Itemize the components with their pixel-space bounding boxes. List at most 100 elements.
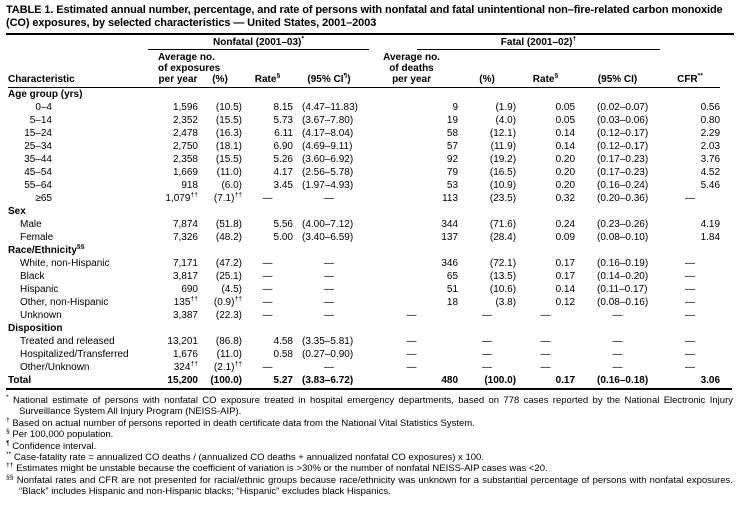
cell: 5.56: [273, 219, 293, 230]
cell: (10.5): [215, 102, 242, 113]
cell: 137: [441, 232, 459, 243]
fatal-group-label: Fatal (2001–02)†: [417, 36, 661, 50]
cell: —: [262, 362, 273, 373]
cell: —: [685, 284, 696, 295]
cell: 0.20: [555, 180, 576, 191]
footnote-marker: ††: [6, 462, 14, 470]
fatal-group-header: Fatal (2001–02)†: [365, 35, 661, 50]
cell: 6.90: [273, 141, 293, 152]
cell: —: [540, 310, 551, 321]
cell: (48.2): [215, 232, 242, 243]
cell: 4.58: [273, 336, 293, 347]
cell: (0.17–0.23): [597, 167, 649, 178]
cell: (0.9)††: [213, 295, 242, 308]
row-label: 0–4: [35, 102, 52, 113]
col-header-fatal-avg: Average no. of deaths per year: [365, 50, 459, 88]
footnote-marker: §: [6, 428, 10, 436]
footnote-marker: †: [6, 416, 10, 424]
cell: —: [685, 362, 696, 373]
table-row: 25–34 2,750 (18.1) 6.90 (4.69–9.11) 57 (11.9) 0…: [8, 140, 720, 153]
cell: 0.80: [700, 115, 721, 126]
cell: 113: [442, 193, 459, 204]
row-label: Male: [20, 219, 42, 230]
cell: (72.1): [489, 258, 517, 269]
cell: (0.20–0.36): [597, 193, 649, 204]
section-row: Race/Ethnicity§§: [8, 244, 720, 257]
cell: 5.00: [273, 232, 293, 243]
row-label: Black: [20, 271, 45, 282]
cell: —: [324, 310, 335, 321]
cell: 65: [446, 271, 459, 282]
cell: 0.20: [555, 154, 576, 165]
row-label: 35–44: [24, 154, 52, 165]
cell: (0.14–0.20): [597, 271, 649, 282]
cell: —: [540, 362, 551, 373]
cell: 4.52: [700, 167, 721, 178]
cell: —: [262, 297, 273, 308]
table-figure: TABLE 1. Estimated annual number, percen…: [6, 4, 734, 498]
cell: 7,326: [172, 232, 198, 243]
cell: —: [685, 336, 696, 347]
footnote: † Based on actual number of persons repo…: [6, 416, 475, 429]
cell: (10.9): [489, 180, 517, 191]
table-header: Nonfatal (2001–03)* Fatal (2001–02)† Cha…: [8, 35, 721, 88]
footnote: †† Estimates might be unstable because t…: [6, 462, 548, 475]
table-body: Age group (yrs) 0–4 1,596 (10.5) 8.15 (4.47–1…: [8, 88, 720, 388]
cell: —: [685, 297, 696, 308]
cell: —: [262, 284, 273, 295]
footnote-marker: **: [6, 450, 12, 458]
cell: 51: [446, 284, 459, 295]
cell: (4.17–8.04): [302, 128, 354, 139]
table-row: 45–54 1,669 (11.0) 4.17 (2.56–5.78) 79 (16.5) 0…: [8, 166, 720, 179]
cell: 1.84: [700, 232, 721, 243]
table-row: 15–24 2,478 (16.3) 6.11 (4.17–8.04) 58 (12.1) 0…: [8, 127, 720, 140]
cell: (86.8): [215, 336, 242, 347]
cell: —: [685, 310, 696, 321]
cell: (0.23–0.26): [597, 219, 649, 230]
cell: 7,874: [172, 219, 198, 230]
cell: (0.16–0.19): [597, 258, 649, 269]
footnotes: * National estimate of persons with nonf…: [6, 394, 733, 498]
row-label: 5–14: [29, 115, 52, 126]
table-row: Male 7,874 (51.8) 5.56 (4.00–7.12) 344 (71.6) 0…: [8, 218, 720, 231]
cell: 92: [446, 154, 459, 165]
cell: (16.5): [489, 167, 517, 178]
cell: —: [324, 271, 335, 282]
cell: 3.06: [700, 375, 721, 386]
cell: (25.1): [215, 271, 242, 282]
cell: (47.2): [215, 258, 242, 269]
table-row: Unknown 3,387 (22.3) — — — — — — —: [8, 309, 720, 322]
cell: —: [540, 336, 551, 347]
cell: (15.5): [215, 154, 242, 165]
row-label: 45–54: [24, 167, 52, 178]
cell: 7,171: [172, 258, 198, 269]
cell: (4.69–9.11): [302, 141, 353, 152]
cell: 19: [446, 115, 459, 126]
table-row: 55–64 918 (6.0) 3.45 (1.97–4.93) 53 (10.9) 0.20…: [8, 179, 720, 192]
cell: —: [406, 310, 417, 321]
cell: 3.45: [273, 180, 293, 191]
cell: (0.17–0.23): [597, 154, 649, 165]
footnote: §§ Nonfatal rates and CFR are not presen…: [6, 473, 733, 498]
cell: (16.3): [215, 128, 242, 139]
cell: (3.35–5.81): [302, 336, 354, 347]
cell: (4.0): [495, 115, 517, 126]
col-header-nonfatal-ci: (95% CI¶): [293, 50, 366, 88]
cell: (10.6): [489, 284, 517, 295]
cell: (13.5): [489, 271, 517, 282]
cell: —: [324, 258, 335, 269]
row-label: Hospitalized/Transferred: [20, 349, 129, 360]
cell: (1.9): [495, 102, 517, 113]
cell: 0.24: [555, 219, 576, 230]
cell: (3.60–6.92): [302, 154, 354, 165]
cell: 1,676: [172, 349, 198, 360]
cell: 2,750: [172, 141, 198, 152]
cell: 0.05: [555, 115, 576, 126]
cell: —: [482, 362, 493, 373]
cell: (3.67–7.80): [302, 115, 354, 126]
table-row: Black 3,817 (25.1) — — 65 (13.5) 0.17 (0.14–0.20…: [8, 270, 720, 283]
cell: (1.97–4.93): [302, 180, 354, 191]
characteristic-header: Characteristic: [8, 50, 158, 88]
cell: 2,352: [172, 115, 198, 126]
total-row: Total 15,200 (100.0) 5.27 (3.83–6.72) 480 (100…: [8, 374, 720, 387]
